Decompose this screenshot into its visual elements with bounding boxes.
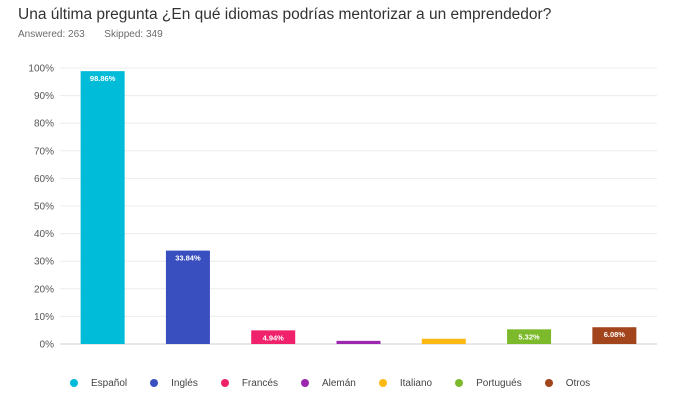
y-tick-label: 30% <box>34 257 54 268</box>
y-tick-label: 60% <box>34 174 54 185</box>
legend-swatch <box>70 379 78 387</box>
data-label: 4.94% <box>263 333 285 342</box>
legend-item: Alemán <box>300 377 356 389</box>
legend-swatch <box>378 379 387 387</box>
legend-item: Español <box>70 378 127 389</box>
data-label: 6.08% <box>604 330 626 339</box>
legend-swatch <box>300 379 309 387</box>
question-title: Una última pregunta ¿En qué idiomas podr… <box>18 6 552 23</box>
bar-otros <box>592 327 637 344</box>
y-tick-label: 10% <box>34 312 54 323</box>
legend-item: Portugués <box>455 378 522 389</box>
legend-swatch <box>220 379 229 387</box>
bar-inglés <box>165 250 210 344</box>
bar-español <box>80 71 125 345</box>
y-tick-label: 100% <box>28 64 54 75</box>
bar-portugués <box>507 329 552 344</box>
data-label: 33.84% <box>175 254 201 263</box>
answered-label: Answered: <box>18 29 66 40</box>
legend-label: Francés <box>241 377 278 389</box>
data-label: 98.86% <box>90 74 116 83</box>
legend-label: Español <box>91 377 128 389</box>
legend-label: Alemán <box>321 377 356 389</box>
legend-swatch <box>455 379 464 387</box>
legend-swatch <box>150 379 159 387</box>
y-tick-label: 50% <box>34 202 54 213</box>
y-tick-label: 90% <box>34 91 54 102</box>
legend-label: Otros <box>565 377 591 389</box>
answered-count: 263 <box>68 29 85 40</box>
bar-francés <box>251 330 296 344</box>
legend-label: Portugués <box>476 377 522 389</box>
response-stats: Answered: 263 Skipped: 349 <box>18 29 163 40</box>
y-tick-label: 40% <box>34 229 54 240</box>
skipped-label: Skipped: <box>104 29 144 40</box>
y-tick-label: 0% <box>40 340 55 351</box>
data-label: 5.32% <box>518 332 540 341</box>
legend-item: Inglés <box>150 378 198 389</box>
skipped-count: 349 <box>145 29 163 40</box>
legend-swatch <box>544 379 553 387</box>
y-tick-label: 80% <box>34 119 54 130</box>
bar-alemán <box>336 340 381 344</box>
y-tick-label: 20% <box>34 284 54 295</box>
legend-item: Francés <box>220 377 278 389</box>
legend-item: Otros <box>544 377 591 389</box>
bar-italiano <box>421 338 466 344</box>
y-tick-label: 70% <box>34 146 54 157</box>
chart-legend: Español Inglés Francés Alemán Italiano Portug… <box>70 376 613 390</box>
legend-label: Inglés <box>171 377 198 389</box>
legend-label: Italiano <box>399 377 433 389</box>
legend-item: Italiano <box>378 377 433 389</box>
